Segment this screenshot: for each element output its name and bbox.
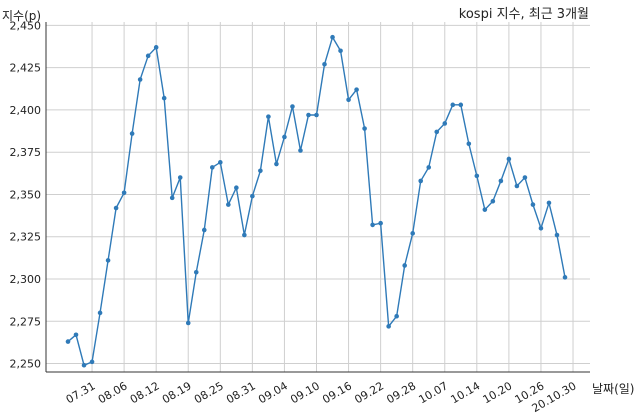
data-point	[169, 195, 175, 201]
y-tick-label: 2,300	[10, 273, 42, 286]
data-point	[161, 95, 167, 101]
data-point	[81, 362, 87, 368]
data-point	[242, 232, 247, 238]
data-point	[330, 34, 335, 40]
axes	[45, 22, 590, 373]
data-point	[97, 310, 103, 316]
data-point	[354, 87, 359, 92]
data-point	[137, 77, 143, 82]
data-point	[482, 207, 488, 212]
data-point	[258, 168, 263, 174]
chart-title: kospi 지수, 최근 3개월	[459, 7, 589, 22]
data-point	[562, 275, 568, 280]
data-point	[234, 185, 239, 191]
y-tick-label: 2,450	[10, 19, 42, 32]
data-point	[442, 121, 448, 126]
y-tick-label: 2,425	[10, 62, 42, 75]
data-point	[474, 173, 480, 179]
x-tick-label: 09.04	[256, 379, 290, 406]
data-point	[282, 134, 287, 140]
data-point	[498, 178, 504, 184]
y-tick-labels: 2,250 2,275 2,300 2,325 2,350 2,375 2,400 2,425…	[10, 19, 42, 370]
x-tick-label: 09.10	[288, 379, 322, 406]
data-point	[65, 339, 71, 344]
data-point	[418, 178, 424, 184]
x-tick-label: 09.22	[352, 379, 386, 406]
data-point	[290, 104, 295, 109]
data-point	[554, 232, 560, 238]
data-point	[73, 332, 79, 338]
data-point	[370, 222, 375, 228]
y-axis-label: 지수(p)	[2, 9, 41, 23]
data-point	[177, 175, 183, 180]
data-point	[185, 320, 191, 326]
data-point	[346, 97, 351, 103]
data-point	[378, 220, 383, 226]
data-points	[65, 34, 568, 368]
data-point	[153, 45, 159, 50]
y-tick-label: 2,250	[10, 358, 42, 371]
x-axis-label: 날짜(일)	[592, 382, 634, 396]
x-tick-label: 07.31	[64, 379, 98, 406]
data-point	[530, 202, 536, 207]
x-tick-label: 08.06	[96, 379, 130, 406]
data-point	[522, 175, 528, 180]
data-point	[426, 165, 432, 170]
y-tick-label: 2,400	[10, 104, 42, 117]
data-point	[306, 112, 311, 118]
x-tick-label: 08.19	[160, 379, 194, 406]
data-point	[490, 198, 496, 204]
data-point	[322, 61, 327, 67]
data-point	[506, 156, 512, 162]
grid-lines	[46, 22, 590, 372]
data-point	[362, 126, 367, 131]
x-tick-label: 10.20	[481, 379, 515, 406]
x-tick-label: 08.12	[128, 379, 162, 406]
y-tick-label: 2,375	[10, 146, 42, 159]
data-point	[394, 313, 399, 319]
x-tick-label: 08.25	[192, 379, 226, 406]
data-point	[209, 165, 215, 170]
data-point	[298, 148, 303, 153]
y-tick-label: 2,275	[10, 315, 42, 328]
data-point	[145, 53, 151, 59]
x-tick-label: 09.16	[320, 379, 354, 406]
y-tick-label: 2,350	[10, 188, 42, 201]
data-point	[402, 263, 407, 268]
x-tick-label: 10.14	[449, 379, 483, 406]
data-point	[250, 193, 255, 199]
y-tick-label: 2,325	[10, 231, 42, 244]
data-point	[105, 258, 111, 263]
data-point	[274, 161, 279, 167]
data-point	[314, 112, 319, 118]
data-point	[538, 225, 544, 231]
data-point	[266, 114, 271, 119]
data-point	[193, 269, 199, 275]
x-tick-label: 09.28	[384, 379, 418, 406]
data-point	[514, 183, 520, 189]
data-point	[386, 324, 391, 329]
x-tick-label: 08.31	[224, 379, 258, 406]
data-point	[338, 48, 343, 54]
data-point	[466, 141, 472, 147]
data-point	[410, 231, 415, 236]
data-point	[450, 102, 456, 108]
data-point	[121, 190, 127, 196]
data-point	[201, 227, 207, 233]
data-point	[113, 205, 119, 211]
data-point	[226, 202, 231, 207]
data-point	[546, 200, 552, 206]
x-tick-labels: 07.3108.0608.1208.1908.2508.3109.0409.10…	[64, 379, 579, 415]
data-point	[458, 102, 464, 108]
x-tick-label: 10.07	[416, 379, 450, 406]
data-point	[434, 129, 440, 135]
data-point	[129, 131, 135, 136]
data-point	[89, 359, 95, 365]
data-point	[218, 160, 223, 165]
